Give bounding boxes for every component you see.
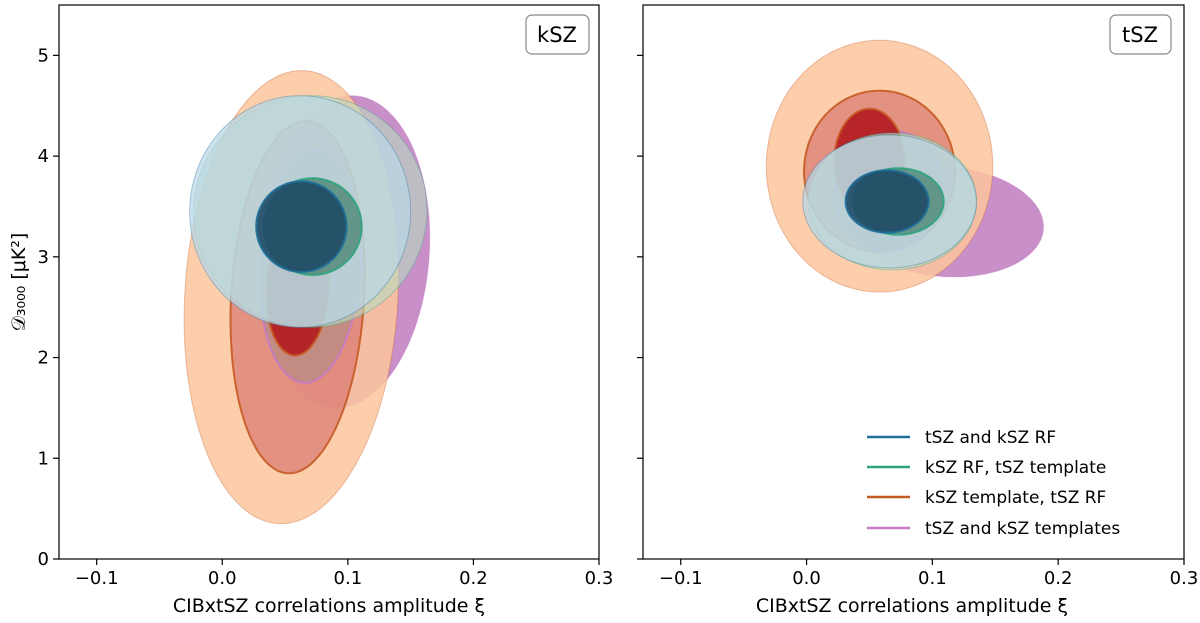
y-tick-label-ksz-5: 5 [38,45,49,66]
y-ticks-tsz [637,54,643,560]
badge-label-ksz: kSZ [537,23,577,47]
y-tick-label-ksz-1: 1 [38,448,49,469]
contours-tsz [765,39,1045,293]
badge-ksz: kSZ [525,14,590,55]
y-tick-label-ksz-2: 2 [38,348,49,369]
badge-tsz: tSZ [1109,14,1172,55]
contour-ksz-inner-8 [255,180,348,273]
y-ticks-ksz: 0 1 2 3 4 5 [38,45,59,570]
x-tick-label-tsz-1: 0.0 [792,568,821,589]
x-tick-label-ksz-1: 0.0 [208,568,237,589]
x-tick-label-ksz-0: −0.1 [75,568,119,589]
y-tick-label-ksz-0: 0 [38,549,49,570]
legend-label-4: tSZ and kSZ templates [925,519,1120,539]
x-tick-label-tsz-2: 0.1 [918,568,947,589]
x-axis-label-ksz: CIBxtSZ correlations amplitude ξ [173,595,485,617]
x-ticks-ksz: −0.1 0.0 0.1 0.2 0.3 [75,559,614,589]
x-tick-label-tsz-4: 0.3 [1170,568,1199,589]
y-tick-label-ksz-3: 3 [38,247,49,268]
x-axis-label-tsz: CIBxtSZ correlations amplitude ξ [756,595,1068,617]
x-tick-label-tsz-3: 0.2 [1044,568,1073,589]
axes-frame-ksz [58,4,600,560]
y-tick-label-ksz-4: 4 [38,146,49,167]
badge-box-tsz [1109,14,1172,55]
panel-ksz: −0.1 0.0 0.1 0.2 0.3 0 1 2 3 4 5 kSZ CIBxtSZ corr… [8,4,614,617]
x-tick-label-ksz-4: 0.3 [585,568,614,589]
y-axis-label-ksz: 𝒟₃₀₀₀ [μK²] [8,233,30,332]
badge-label-tsz: tSZ [1122,23,1158,47]
legend-label-2: kSZ RF, tSZ template [925,458,1106,478]
x-tick-label-ksz-3: 0.2 [459,568,488,589]
axes-frame-tsz [642,4,1185,560]
legend: tSZ and kSZ RF kSZ RF, tSZ template kSZ … [867,428,1120,539]
x-tick-label-ksz-2: 0.1 [334,568,363,589]
x-tick-label-tsz-0: −0.1 [659,568,703,589]
panel-tsz: −0.1 0.0 0.1 0.2 0.3 tSZ CIBxtSZ correlation… [637,4,1198,617]
legend-label-1: tSZ and kSZ RF [925,428,1056,448]
x-ticks-tsz: −0.1 0.0 0.1 0.2 0.3 [659,559,1198,589]
contour-tsz-inner-8 [844,169,930,234]
badge-box-ksz [525,14,590,55]
legend-label-3: kSZ template, tSZ RF [925,488,1106,508]
contours-ksz [183,70,431,525]
